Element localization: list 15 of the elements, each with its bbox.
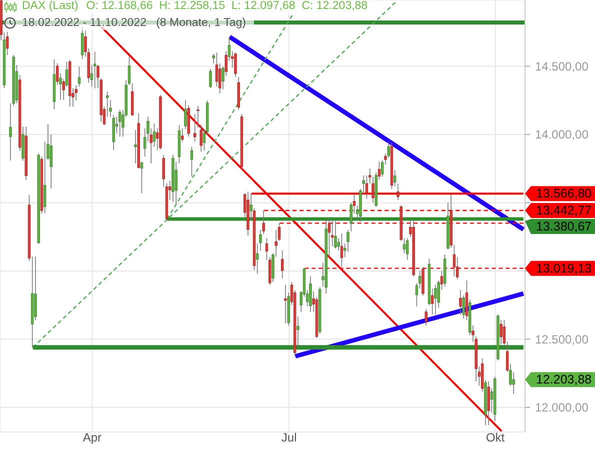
- annotation: 18.02.2022 - 11.10.2022 (8 Monate, 1 Tag): [22, 16, 246, 30]
- y-tick-label: 12.000,00: [535, 400, 589, 415]
- series-label: 13.019,13: [536, 261, 592, 276]
- x-tick-label: Okt: [486, 430, 506, 445]
- chart-title: DAX (Last): [22, 0, 78, 13]
- text: 12.203,88: [536, 372, 592, 387]
- series-label: 13.442,77: [536, 204, 592, 218]
- x-tick-label: Apr: [82, 430, 102, 445]
- x-tick-label: Jul: [281, 430, 297, 445]
- y-tick-label: 12.500,00: [535, 332, 589, 346]
- y-tick-label: 14.500,00: [535, 59, 589, 74]
- y-tick-label: 14.000,00: [535, 128, 589, 142]
- chart-subtitle: O: 12.168,66 H: 12.258,15 L: 12.097,68 C: 12.203,88: [86, 0, 368, 13]
- series-label: 13.380,67: [536, 220, 592, 234]
- series-label: 13.566,80: [536, 186, 592, 201]
